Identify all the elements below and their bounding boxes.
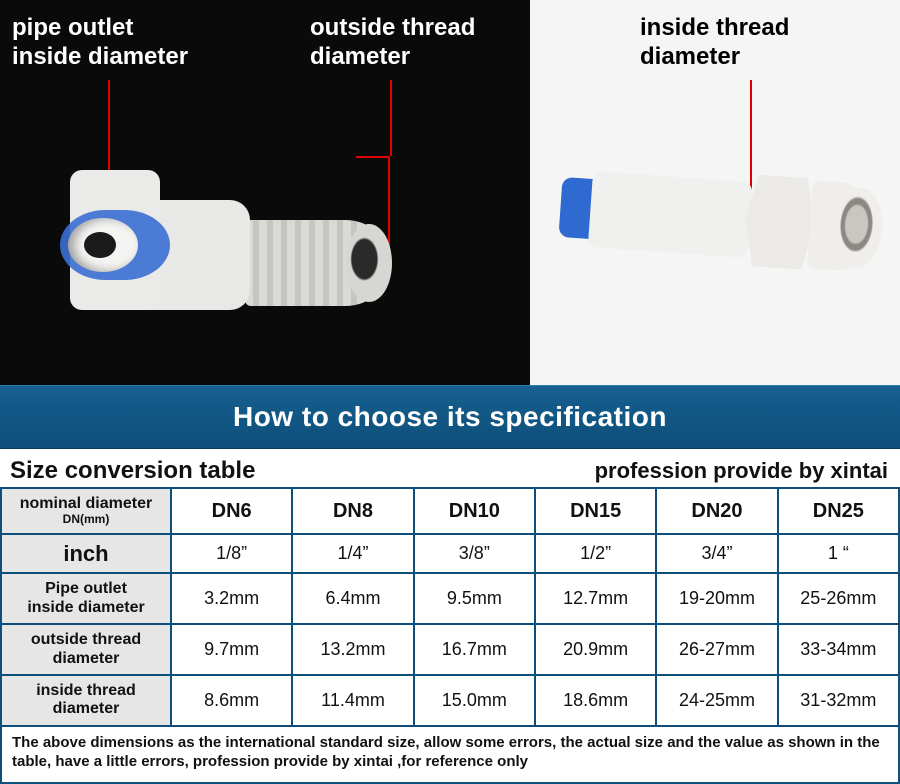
col-dn8: DN8: [292, 488, 413, 534]
row-inch: inch 1/8” 1/4” 3/8” 1/2” 3/4” 1 “: [1, 534, 899, 573]
cell-ot-dn6: 9.7mm: [171, 624, 292, 675]
col-dn10: DN10: [414, 488, 535, 534]
photo-elbow-fitting: pipe outlet inside diameter outside thre…: [0, 0, 530, 385]
elbow-port-hole: [84, 232, 116, 258]
table-titlebar: Size conversion table profession provide…: [0, 449, 900, 487]
hdr-nominal-l2: DN(mm): [6, 513, 166, 527]
size-conversion-table: nominal diameter DN(mm) DN6 DN8 DN10 DN1…: [0, 487, 900, 727]
cell-it-dn6: 8.6mm: [171, 675, 292, 726]
straight-thread-end: [807, 180, 883, 273]
cell-po-dn20: 19-20mm: [656, 573, 777, 624]
rowhdr-pipe-outlet: Pipe outlet inside diameter: [1, 573, 171, 624]
table-footnote: The above dimensions as the internationa…: [0, 727, 900, 784]
cell-ot-dn15: 20.9mm: [535, 624, 656, 675]
cell-po-dn10: 9.5mm: [414, 573, 535, 624]
rowhdr-pipe-outlet-l1: Pipe outlet: [45, 580, 127, 597]
cell-po-dn25: 25-26mm: [778, 573, 899, 624]
table-title-right: profession provide by xintai: [595, 458, 888, 484]
rowhdr-outside-thread: outside thread diameter: [1, 624, 171, 675]
callout-pipe-outlet-label: pipe outlet inside diameter: [12, 14, 188, 72]
rowhdr-pipe-outlet-l2: inside diameter: [27, 599, 144, 616]
cell-inch-dn6: 1/8”: [171, 534, 292, 573]
elbow-thread-face: [346, 224, 392, 302]
cell-inch-dn10: 3/8”: [414, 534, 535, 573]
product-photo-region: pipe outlet inside diameter outside thre…: [0, 0, 900, 385]
cell-it-dn25: 31-32mm: [778, 675, 899, 726]
hdr-nominal-l1: nominal diameter: [20, 495, 152, 512]
callout-inside-thread-label: inside thread diameter: [640, 14, 789, 72]
col-dn25: DN25: [778, 488, 899, 534]
section-banner: How to choose its specification: [0, 385, 900, 449]
elbow-thread: [245, 220, 390, 306]
row-outside-thread: outside thread diameter 9.7mm 13.2mm 16.…: [1, 624, 899, 675]
photo-straight-fitting: inside thread diameter: [530, 0, 900, 385]
straight-fitting-shape: [554, 119, 886, 321]
cell-it-dn8: 11.4mm: [292, 675, 413, 726]
rowhdr-it-l1: inside thread: [36, 682, 136, 699]
cell-inch-dn8: 1/4”: [292, 534, 413, 573]
conversion-table-section: Size conversion table profession provide…: [0, 449, 900, 784]
cell-it-dn20: 24-25mm: [656, 675, 777, 726]
cell-po-dn15: 12.7mm: [535, 573, 656, 624]
col-dn6: DN6: [171, 488, 292, 534]
cell-it-dn15: 18.6mm: [535, 675, 656, 726]
rowhdr-inch: inch: [1, 534, 171, 573]
rowhdr-inside-thread: inside thread diameter: [1, 675, 171, 726]
straight-thread-face: [835, 186, 884, 269]
cell-inch-dn25: 1 “: [778, 534, 899, 573]
table-header-row: nominal diameter DN(mm) DN6 DN8 DN10 DN1…: [1, 488, 899, 534]
cell-po-dn8: 6.4mm: [292, 573, 413, 624]
row-pipe-outlet: Pipe outlet inside diameter 3.2mm 6.4mm …: [1, 573, 899, 624]
callout-outside-thread-label: outside thread diameter: [310, 14, 475, 72]
hdr-nominal: nominal diameter DN(mm): [1, 488, 171, 534]
cell-po-dn6: 3.2mm: [171, 573, 292, 624]
row-inside-thread: inside thread diameter 8.6mm 11.4mm 15.0…: [1, 675, 899, 726]
cell-ot-dn10: 16.7mm: [414, 624, 535, 675]
elbow-fitting-shape: [40, 160, 400, 340]
col-dn20: DN20: [656, 488, 777, 534]
table-title-left: Size conversion table: [10, 457, 255, 485]
cell-ot-dn8: 13.2mm: [292, 624, 413, 675]
cell-ot-dn25: 33-34mm: [778, 624, 899, 675]
col-dn15: DN15: [535, 488, 656, 534]
rowhdr-it-l2: diameter: [53, 700, 120, 717]
cell-inch-dn20: 3/4”: [656, 534, 777, 573]
cell-it-dn10: 15.0mm: [414, 675, 535, 726]
rowhdr-ot-l2: diameter: [53, 650, 120, 667]
rowhdr-ot-l1: outside thread: [31, 631, 141, 648]
cell-inch-dn15: 1/2”: [535, 534, 656, 573]
straight-body: [588, 171, 753, 258]
cell-ot-dn20: 26-27mm: [656, 624, 777, 675]
callout-outside-thread-leader: [390, 80, 392, 156]
